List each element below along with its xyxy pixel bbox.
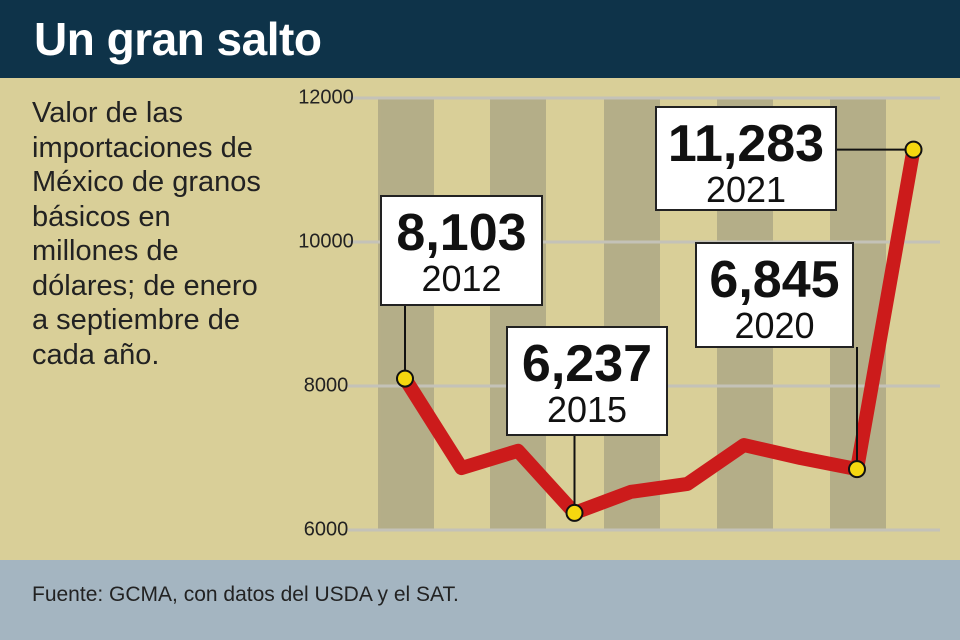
label-box <box>380 195 543 306</box>
point-marker <box>396 369 414 388</box>
chart-title: Un gran salto <box>34 13 322 65</box>
label-box <box>506 326 668 436</box>
subtitle: Valor de las importaciones de México de … <box>32 97 261 371</box>
point-marker <box>848 460 866 479</box>
category-label: 2021 <box>706 169 786 210</box>
source: Fuente: GCMA, con datos del USDA y el SA… <box>32 583 459 606</box>
label-box <box>695 242 854 348</box>
category-label: 2020 <box>734 305 814 346</box>
value-label: 8,103 <box>396 204 526 262</box>
y-tick-label: 6000 <box>304 518 349 540</box>
y-tick-label: 8000 <box>304 374 349 396</box>
category-label: 2012 <box>421 258 501 299</box>
data-line <box>398 142 921 520</box>
point-marker <box>565 503 584 522</box>
value-label: 6,237 <box>522 335 652 393</box>
value-label: 6,845 <box>709 251 839 309</box>
y-tick-label: 10000 <box>298 230 354 252</box>
point-marker <box>904 140 923 159</box>
banner <box>0 0 960 78</box>
y-tick-label: 12000 <box>298 86 354 108</box>
label-box <box>655 106 837 211</box>
footer <box>0 560 960 640</box>
band <box>604 98 660 530</box>
value-label: 11,283 <box>668 115 824 173</box>
category-label: 2015 <box>547 389 627 430</box>
